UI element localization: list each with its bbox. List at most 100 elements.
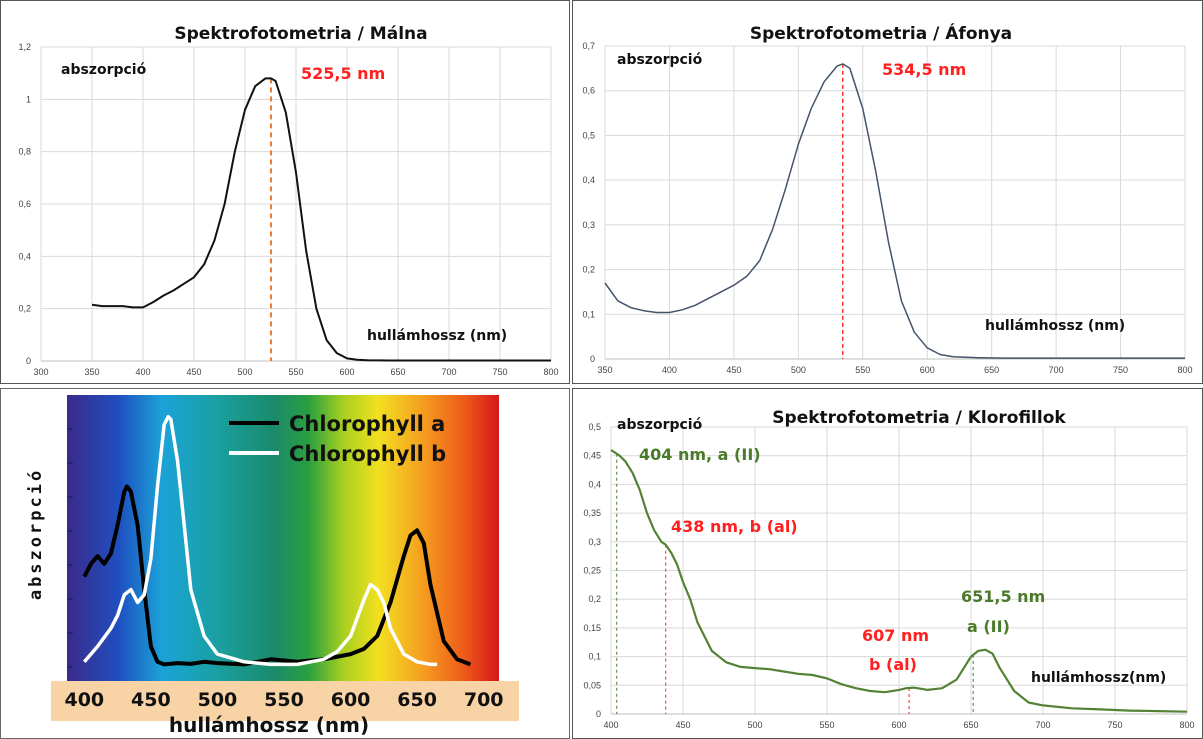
plot-area: [67, 414, 472, 668]
legend: Chlorophyll a Chlorophyll b: [229, 412, 446, 466]
series-line-a: [82, 484, 472, 667]
y-tick-label: 0,1: [582, 309, 595, 319]
series-line: [610, 449, 1188, 713]
chart-title: Spektrofotometria / Klorofillok: [772, 408, 1066, 428]
x-tick-label: 700: [441, 367, 456, 377]
x-axis-label: hullámhossz(nm): [1031, 670, 1166, 686]
x-tick-label: 700: [1049, 365, 1064, 375]
chart-malna-svg: 300 350 400 450 500 550 600 650 700 750 800 0 0,2 0,4…: [18, 24, 558, 377]
x-tick-label: 450: [726, 365, 741, 375]
x-tick-label: 800: [543, 367, 558, 377]
x-tick-label: 350: [84, 367, 99, 377]
x-axis-label: hullámhossz (nm): [169, 713, 369, 737]
x-tick-label: 550: [288, 367, 303, 377]
y-axis-label: abszorpció: [26, 468, 46, 600]
annotation-607-line1: 607 nm: [862, 626, 929, 645]
x-tick-label: 350: [597, 365, 612, 375]
y-axis-label: abszorpció: [61, 62, 147, 78]
x-tick-label: 500: [791, 365, 806, 375]
y-tick-label: 0,5: [588, 422, 601, 432]
x-tick-label: 600: [891, 720, 906, 730]
annotation-438: 438 nm, b (al): [671, 517, 798, 536]
chart-panel-klorofillok: 400 450 500 550 600 650 700 750 800 0 0,05 0,1 0,15 0…: [572, 388, 1203, 739]
chart-panel-malna: 300 350 400 450 500 550 600 650 700 750 800 0 0,2 0,4…: [0, 0, 570, 384]
x-tick-band: [51, 681, 519, 721]
x-tick-label: 450: [131, 689, 171, 711]
x-tick-label: 800: [1179, 720, 1194, 730]
annotation-607-line2: b (al): [869, 655, 917, 674]
peak-annotation: 534,5 nm: [882, 60, 966, 79]
series-line: [91, 77, 551, 362]
annotation-404: 404 nm, a (II): [639, 445, 761, 464]
y-tick-label: 0,6: [582, 86, 595, 96]
x-tick-label: 650: [390, 367, 405, 377]
y-tick-label: 0: [596, 709, 601, 719]
x-tick-label: 600: [331, 689, 371, 711]
y-tick-label: 0,6: [18, 199, 31, 209]
chart-title: Spektrofotometria / Málna: [174, 24, 427, 44]
x-tick-label: 450: [186, 367, 201, 377]
x-tick-label: 550: [819, 720, 834, 730]
y-tick-label: 0: [590, 354, 595, 364]
chart-panel-afonya: 350 400 450 500 550 600 650 700 750 800 0 0,1 0,2 0,3…: [572, 0, 1203, 384]
x-axis-label: hullámhossz (nm): [985, 318, 1125, 334]
y-tick-label: 0,8: [18, 147, 31, 157]
series-line: [604, 63, 1185, 359]
y-tick-label: 0: [26, 356, 31, 366]
x-tick-label: 500: [198, 689, 238, 711]
chart-panel-chlorophyll-spectrum: Chlorophyll a Chlorophyll b abszorpció h…: [0, 388, 570, 739]
x-tick-label: 400: [64, 689, 104, 711]
chart-chlorophyll-svg: Chlorophyll a Chlorophyll b abszorpció h…: [26, 395, 519, 737]
x-tick-label: 700: [1035, 720, 1050, 730]
y-tick-label: 0,4: [582, 175, 595, 185]
plot-area: 400 450 500 550 600 650 700 750 800 0 0,05 0,1 0,15 0…: [583, 422, 1194, 730]
chart-afonya-svg: 350 400 450 500 550 600 650 700 750 800 0 0,1 0,2 0,3…: [582, 22, 1192, 375]
y-tick-label: 0,35: [583, 508, 601, 518]
x-tick-label: 550: [855, 365, 870, 375]
plot-area: 350 400 450 500 550 600 650 700 750 800 0 0,1 0,2 0,3…: [582, 41, 1192, 375]
annotation-651-line2: a (II): [967, 617, 1010, 636]
y-tick-label: 0,2: [588, 594, 601, 604]
spectrum-background: [67, 395, 499, 681]
x-tick-label: 500: [237, 367, 252, 377]
x-tick-label: 650: [397, 689, 437, 711]
x-tick-label: 750: [492, 367, 507, 377]
y-tick-label: 0,3: [582, 220, 595, 230]
x-tick-label: 400: [603, 720, 618, 730]
chart-title: Spektrofotometria / Áfonya: [750, 22, 1012, 44]
y-tick-label: 1: [26, 94, 31, 104]
x-tick-label: 650: [984, 365, 999, 375]
y-tick-label: 0,2: [18, 304, 31, 314]
chart-klorofillok-svg: 400 450 500 550 600 650 700 750 800 0 0,05 0,1 0,15 0…: [583, 408, 1194, 730]
x-tick-label: 800: [1177, 365, 1192, 375]
plot-area: 300 350 400 450 500 550 600 650 700 750 800 0 0,2 0,4…: [18, 42, 558, 377]
y-axis-label: abszorpció: [617, 52, 703, 68]
x-tick-label: 700: [464, 689, 504, 711]
y-tick-label: 0,7: [582, 41, 595, 51]
y-tick-label: 0,1: [588, 652, 601, 662]
x-tick-label: 500: [747, 720, 762, 730]
x-tick-label: 750: [1113, 365, 1128, 375]
x-tick-label: 400: [662, 365, 677, 375]
legend-label-a: Chlorophyll a: [289, 412, 445, 436]
y-tick-label: 0,4: [588, 479, 601, 489]
x-tick-label: 600: [920, 365, 935, 375]
x-tick-label: 650: [963, 720, 978, 730]
legend-label-b: Chlorophyll b: [289, 442, 446, 466]
y-tick-label: 0,4: [18, 251, 31, 261]
x-tick-label: 600: [339, 367, 354, 377]
y-tick-label: 0,05: [583, 680, 601, 690]
y-tick-label: 0,2: [582, 265, 595, 275]
y-tick-label: 0,5: [582, 130, 595, 140]
y-tick-label: 0,25: [583, 566, 601, 576]
y-axis-label: abszorpció: [617, 417, 703, 433]
y-tick-label: 1,2: [18, 42, 31, 52]
y-tick-label: 0,3: [588, 537, 601, 547]
y-tick-label: 0,15: [583, 623, 601, 633]
x-tick-label: 450: [675, 720, 690, 730]
y-tick-label: 0,45: [583, 451, 601, 461]
x-axis-label: hullámhossz (nm): [367, 328, 507, 344]
x-tick-label: 400: [135, 367, 150, 377]
x-tick-label: 300: [33, 367, 48, 377]
x-tick-label: 550: [264, 689, 304, 711]
